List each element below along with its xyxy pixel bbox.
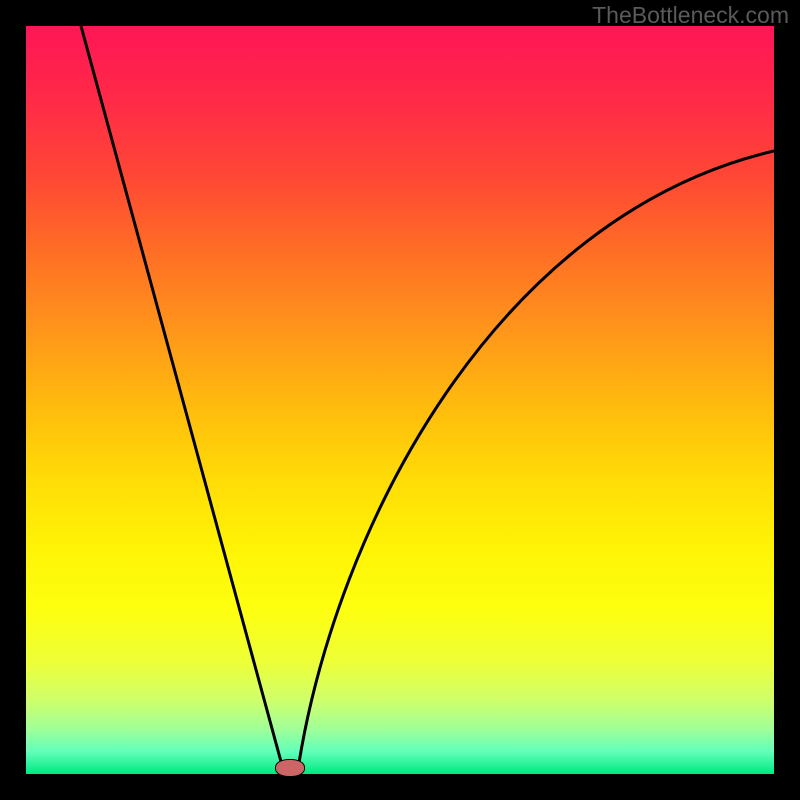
curve-right-branch bbox=[298, 151, 774, 769]
plot-area bbox=[26, 26, 774, 774]
chart-canvas: TheBottleneck.com bbox=[0, 0, 800, 800]
curve-left-branch bbox=[81, 26, 283, 769]
watermark-text: TheBottleneck.com bbox=[592, 2, 789, 29]
optimum-marker bbox=[275, 759, 305, 777]
bottleneck-curve bbox=[26, 26, 774, 774]
